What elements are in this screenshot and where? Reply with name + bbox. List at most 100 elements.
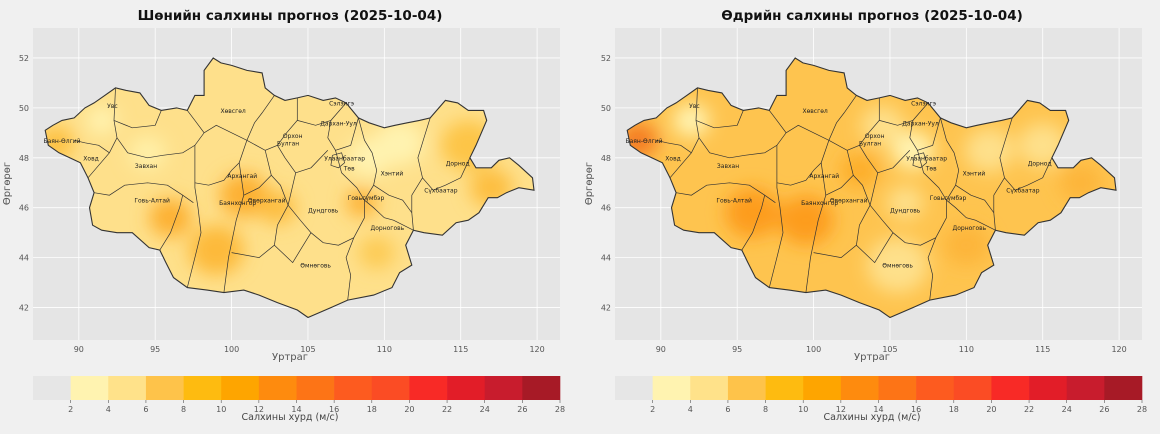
colorbar-segment: [371, 376, 410, 400]
province-label: Өвөрхангай: [830, 198, 868, 205]
province-border: [940, 117, 960, 201]
province-label: Баян-Өлгий: [44, 138, 81, 145]
province-label: Баянхонгор: [219, 200, 256, 207]
colorbar-tick-label: 8: [763, 405, 768, 414]
province-border: [813, 175, 871, 258]
x-tick-label: 110: [377, 345, 392, 354]
wind-contour-blob: [149, 198, 192, 237]
colorbar-segment: [991, 376, 1030, 400]
colorbar-segment: [615, 376, 653, 400]
panel-title: Шөнийн салхины прогноз (2025-10-04): [137, 8, 443, 24]
y-tick-label: 42: [601, 304, 611, 313]
wind-contour-blob: [778, 195, 834, 245]
province-border: [330, 152, 346, 169]
colorbar-segment: [953, 376, 992, 400]
y-axis-label: Өргөрөг: [2, 161, 14, 206]
y-tick-label: 50: [19, 104, 29, 113]
province-label: Завхан: [135, 163, 157, 170]
wind-contour-blob: [86, 106, 118, 135]
x-tick-label: 90: [74, 345, 84, 354]
province-label: Архангай: [227, 173, 257, 180]
province-label: Дархан-Уул: [902, 120, 939, 127]
wind-base: [627, 58, 1116, 318]
colorbar-tick-label: 16: [911, 405, 921, 414]
x-tick-label: 120: [529, 345, 544, 354]
province-border: [274, 232, 312, 264]
province-label: Улаанбаатар: [324, 155, 365, 162]
wind-contour-blob: [375, 120, 425, 165]
colorbar-tick-label: 12: [254, 405, 264, 414]
colorbar-tick-label: 14: [291, 405, 301, 414]
colorbar-segment: [33, 376, 71, 400]
province-border: [345, 237, 355, 301]
colorbar-tick-label: 6: [725, 405, 730, 414]
province-border: [358, 117, 378, 201]
province-label: Дорноговь: [371, 225, 405, 232]
x-tick-label: 95: [150, 345, 160, 354]
province-border: [295, 150, 329, 174]
x-axis-label: Уртраг: [854, 352, 890, 363]
province-border: [946, 199, 996, 231]
wind-contour-blob: [860, 106, 904, 145]
province-border: [297, 102, 347, 126]
province-border: [87, 87, 118, 179]
colorbar-segment: [447, 376, 486, 400]
colorbar-label: Салхины хурд (м/с): [241, 412, 339, 423]
country-border: [626, 57, 1117, 319]
province-border: [912, 152, 928, 169]
province-border: [669, 87, 700, 179]
province-border: [768, 145, 784, 288]
wind-contour-blob: [943, 224, 990, 266]
province-border: [373, 184, 414, 231]
y-tick-label: 50: [601, 104, 611, 113]
province-border: [695, 110, 744, 129]
colorbar-segment: [484, 376, 523, 400]
province-border: [993, 177, 1005, 213]
x-tick-label: 115: [453, 345, 468, 354]
province-label: Архангай: [809, 173, 839, 180]
province-label: Ховд: [665, 155, 680, 162]
wind-contours: [45, 106, 513, 275]
wind-contour-blob: [259, 191, 296, 225]
province-label: Баян-Өлгий: [626, 138, 663, 145]
colorbar-tick-label: 28: [555, 405, 565, 414]
colorbar-segment: [727, 376, 766, 400]
colorbar-segment: [522, 376, 561, 400]
y-tick-label: 42: [19, 304, 29, 313]
panel-title: Өдрийн салхины прогноз (2025-10-04): [721, 8, 1023, 24]
province-border: [879, 102, 929, 126]
colorbar-tick-label: 18: [949, 405, 959, 414]
map-plot: Увс Баян-Өлгий Ховд Завхан Говь-Алтай Хөвсгөл…: [601, 28, 1147, 414]
x-tick-label: 105: [300, 345, 315, 354]
province-label: Булган: [277, 140, 299, 147]
province-border: [223, 162, 245, 293]
x-tick-label: 95: [732, 345, 742, 354]
colorbar-tick-label: 4: [688, 405, 693, 414]
colorbar-segment: [145, 376, 184, 400]
province-border: [364, 199, 414, 231]
wind-field: [45, 58, 534, 318]
province-label: Өмнөговь: [300, 263, 331, 270]
province-border: [186, 145, 202, 288]
province-border: [335, 150, 365, 218]
colorbar-segment: [221, 376, 260, 400]
province-border: [676, 182, 776, 203]
x-tick-label: 120: [1111, 345, 1126, 354]
y-tick-label: 44: [601, 254, 611, 263]
wind-contour-blob: [891, 131, 935, 170]
colorbar-tick-label: 2: [68, 405, 73, 414]
province-border: [955, 184, 996, 231]
colorbar-segment: [652, 376, 691, 400]
province-label: Увс: [689, 103, 700, 110]
wind-contour-blob: [346, 188, 377, 217]
province-label: Улаанбаатар: [906, 155, 947, 162]
colorbar-segment: [1104, 376, 1143, 400]
province-label: Ховд: [83, 155, 98, 162]
colorbar-tick-label: 10: [798, 405, 808, 414]
province-border: [847, 97, 880, 151]
province-label: Орхон: [865, 133, 885, 140]
colorbar-segment: [258, 376, 297, 400]
province-border: [999, 117, 1053, 191]
province-border: [856, 232, 894, 264]
province-label: Дундговь: [308, 208, 339, 215]
